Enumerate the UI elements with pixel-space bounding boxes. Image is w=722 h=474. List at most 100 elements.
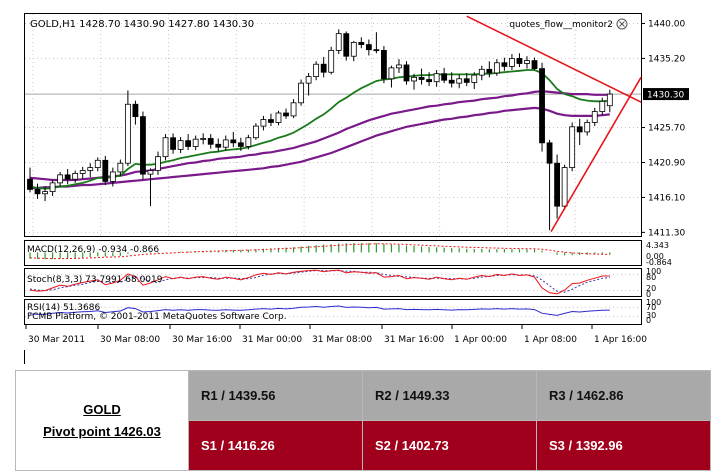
ma-purple-lower-line — [30, 106, 610, 190]
candle-body — [57, 174, 64, 184]
r1-cell: R1 / 1439.56 — [188, 370, 363, 421]
time-tick-label: 31 Mar 00:00 — [242, 335, 302, 345]
indicator-name: quotes_flow__monitor2 — [509, 20, 613, 30]
candle-body — [222, 139, 229, 148]
candle-body — [328, 49, 335, 73]
moving-averages — [29, 69, 610, 190]
downtrend-line — [466, 15, 642, 103]
candle-body — [42, 191, 48, 195]
candle-body — [471, 74, 478, 83]
candle-body — [298, 82, 304, 104]
candle-body — [268, 119, 274, 123]
candle-body — [554, 162, 560, 207]
candle-body — [531, 60, 538, 69]
candle-body — [411, 76, 417, 82]
candle-body — [117, 162, 124, 173]
candle-body — [381, 49, 387, 80]
candle-body — [320, 63, 327, 73]
uptrend-line — [550, 76, 642, 233]
price-tick-label: 1440.00 — [648, 19, 685, 29]
time-tick-label: 30 Mar 16:00 — [172, 335, 232, 345]
chart-header: GOLD,H1 1428.70 1430.90 1427.80 1430.30 — [30, 19, 254, 30]
time-tick-label: 1 Apr 08:00 — [524, 335, 577, 345]
candle-body — [546, 142, 553, 164]
candle-body — [94, 159, 101, 168]
candle-body — [441, 73, 448, 81]
r3-cell: R3 / 1462.86 — [536, 370, 711, 421]
candle-body — [373, 49, 380, 52]
candles — [27, 29, 613, 231]
platform-watermark: FCMB Platform, © 2001-2011 MetaQuotes So… — [27, 312, 287, 322]
r2-cell: R2 / 1449.33 — [362, 370, 537, 421]
price-tick-label: 1425.70 — [648, 124, 685, 134]
candle-body — [478, 68, 485, 76]
price-tick-label: 1420.90 — [648, 158, 685, 168]
stoch-tick-label: 20 — [646, 284, 656, 293]
ma-purple-upper-line — [29, 90, 610, 182]
rsi-tick-label: 30 — [646, 311, 656, 320]
close-circle-icon[interactable] — [616, 18, 628, 30]
pivot-point-label: Pivot point 1426.03 — [43, 423, 161, 439]
rsi-tick-label: 70 — [646, 303, 656, 312]
candle-body — [335, 33, 342, 51]
price-axis: 1440.00 1435.20 1425.70 1420.90 1416.10 1411.… — [641, 19, 689, 238]
candle-body — [252, 125, 259, 139]
candle-body — [456, 78, 463, 84]
macd-label: MACD(12,26,9) -0.934 -0.866 — [27, 245, 159, 255]
candle-body — [584, 122, 591, 133]
candle-body — [124, 103, 131, 164]
candle-body — [49, 182, 56, 192]
time-tick-label: 30 Mar 08:00 — [100, 335, 160, 345]
time-tick-label: 31 Mar 16:00 — [384, 335, 444, 345]
candle-body — [79, 170, 86, 174]
candle-body — [448, 79, 455, 84]
macd-tick-label: -0.864 — [646, 258, 672, 267]
candle-body — [365, 44, 372, 51]
candle-body — [237, 142, 244, 147]
stoch-signal-line — [29, 270, 610, 293]
candle-body — [87, 167, 94, 171]
candle-body — [606, 93, 613, 107]
candle-body — [305, 76, 312, 84]
candle-body — [27, 178, 33, 190]
trendlines — [466, 15, 642, 233]
candle-body — [283, 112, 289, 117]
pivot-name-cell: GOLD Pivot point 1426.03 — [15, 370, 189, 471]
candle-body — [192, 138, 199, 147]
text-cursor — [24, 350, 25, 364]
candle-body — [245, 137, 252, 147]
candle-body — [426, 79, 432, 83]
candle-body — [207, 138, 214, 145]
candle-body — [524, 60, 530, 64]
macd-tick-label: 0.00 — [646, 252, 664, 261]
candle-body — [561, 167, 568, 207]
stoch-tick-label: 100 — [646, 267, 661, 276]
candle-body — [140, 116, 146, 175]
macd-signal-line — [29, 243, 610, 260]
candle-body — [200, 138, 207, 140]
candle-body — [358, 41, 365, 45]
s2-cell: S2 / 1402.73 — [362, 420, 537, 471]
stoch-main-line — [29, 269, 610, 295]
s1-cell: S1 / 1416.26 — [188, 420, 363, 471]
candle-body — [539, 68, 545, 144]
candle-body — [493, 62, 500, 74]
candle-body — [433, 73, 440, 83]
candle-body — [388, 67, 395, 80]
rsi-line — [29, 305, 610, 316]
candle-body — [215, 143, 222, 148]
candle-body — [260, 119, 267, 127]
candle-body — [418, 76, 425, 80]
stoch-label: Stoch(8,3,3) 73.7991 68.0019 — [27, 275, 163, 285]
candle-body — [569, 126, 576, 168]
time-tick-label: 1 Apr 00:00 — [454, 335, 507, 345]
candle-body — [576, 126, 583, 133]
macd-tick-label: 4.343 — [646, 241, 669, 250]
candle-body — [591, 111, 598, 123]
current-price-box — [643, 88, 689, 101]
pivot-table: GOLD Pivot point 1426.03 R1 / 1439.56 R2… — [15, 370, 711, 471]
candle-body — [463, 78, 470, 83]
candle-body — [516, 58, 523, 64]
time-tick-label: 31 Mar 08:00 — [312, 335, 372, 345]
stoch-tick-label: 0 — [646, 290, 651, 299]
